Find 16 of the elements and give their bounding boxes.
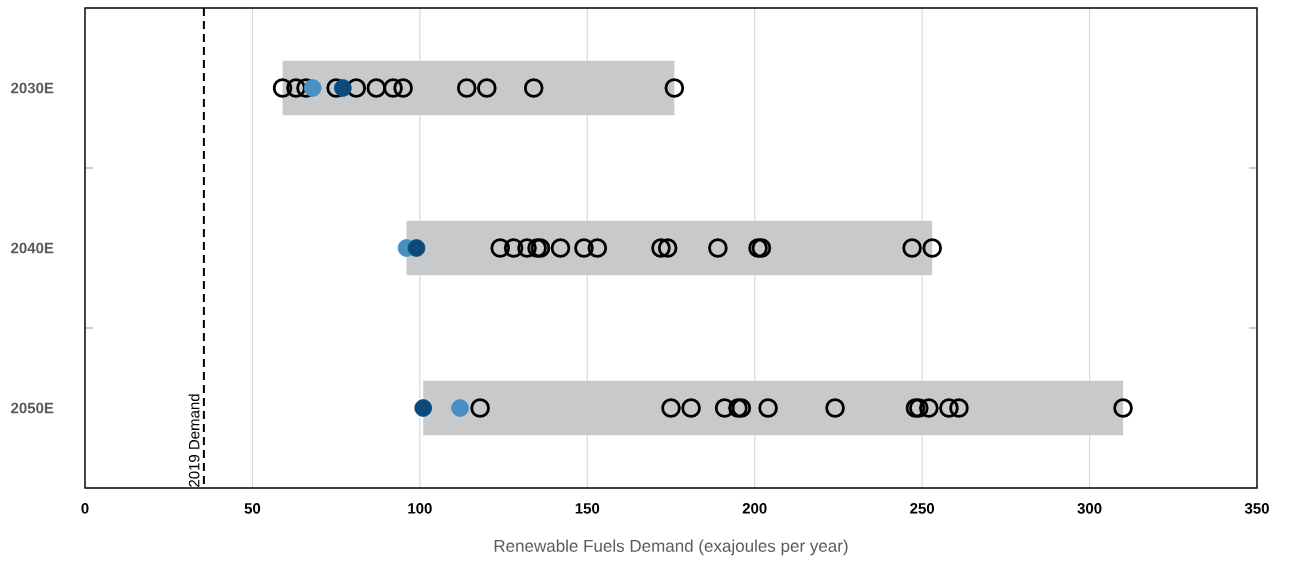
bar [406,220,933,276]
x-tick-label: 50 [244,503,261,514]
x-tick-label: 100 [408,503,432,514]
x-tick-label: 150 [575,503,600,514]
x-axis-title: Renewable Fuels Demand (exajoules per year) [494,539,848,556]
x-tick-label: 0 [81,503,89,514]
x-tick-label: 350 [1244,503,1269,514]
x-tick-label: 250 [910,503,935,514]
y-tick-label: 2040E [11,242,54,254]
y-tick-label: 2050E [11,402,54,414]
y-tick-label: 2030E [11,82,54,94]
x-tick-label: 200 [742,503,767,514]
ref-line-label: 2019 Demand [188,394,200,487]
x-tick-label: 300 [1077,503,1102,514]
bar [282,60,675,116]
bar [423,380,1124,436]
